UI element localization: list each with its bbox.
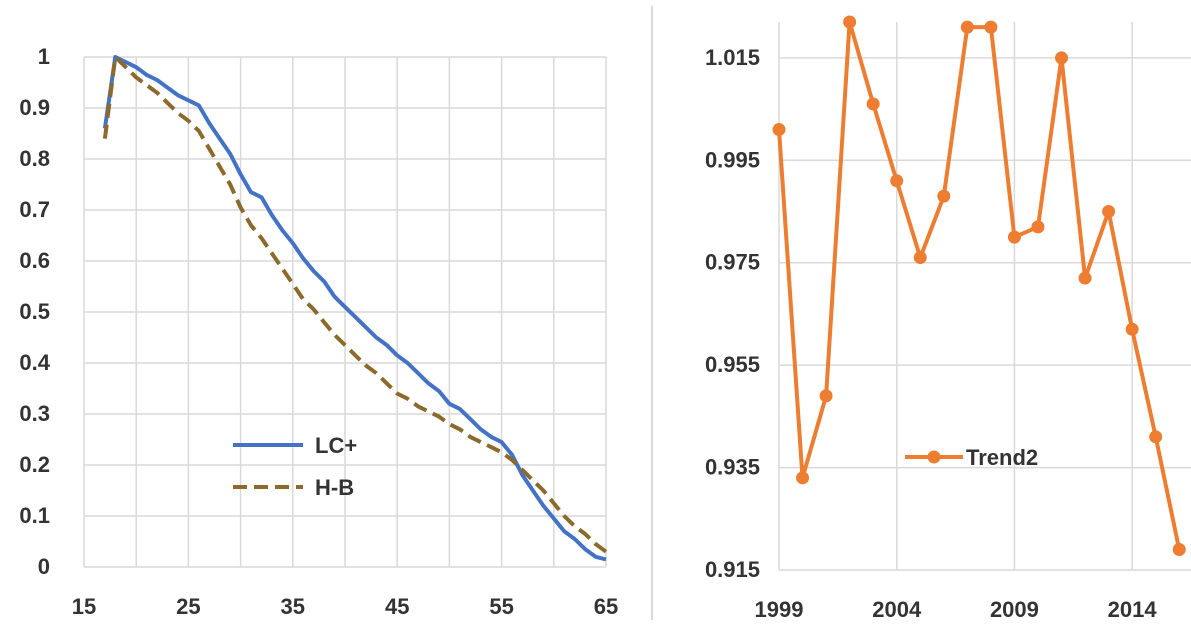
data-point (890, 174, 904, 188)
y-tick-label: 0.995 (705, 147, 760, 172)
y-tick-label: 1 (38, 44, 50, 69)
data-point (913, 251, 927, 265)
data-point (1125, 322, 1139, 336)
x-tick-label: 45 (385, 594, 409, 619)
x-tick-label: 35 (281, 594, 305, 619)
data-point (960, 20, 974, 34)
legend-label: H-B (315, 475, 354, 500)
data-point (1172, 543, 1186, 557)
y-tick-label: 0.915 (705, 557, 760, 582)
y-tick-label: 0.3 (19, 401, 50, 426)
data-point (796, 471, 810, 485)
data-point (819, 389, 833, 403)
data-point (937, 189, 951, 203)
y-tick-label: 1.015 (705, 45, 760, 70)
y-tick-label: 0.975 (705, 250, 760, 275)
x-tick-label: 25 (176, 594, 200, 619)
y-tick-label: 0.6 (19, 248, 50, 273)
y-tick-label: 0.5 (19, 299, 50, 324)
legend-label: LC+ (315, 433, 357, 458)
data-point (984, 20, 998, 34)
y-tick-label: 0 (38, 554, 50, 579)
data-point (1055, 51, 1069, 65)
legend-label: Trend2 (966, 445, 1038, 470)
x-tick-label: 2014 (1108, 597, 1158, 622)
y-tick-label: 0.4 (19, 350, 50, 375)
right-chart: 0.915 0.935 0.955 0.975 0.995 1.015 1999 2004 20… (705, 15, 1191, 622)
data-point (1078, 271, 1092, 285)
data-point (1102, 204, 1116, 218)
y-tick-label: 0.935 (705, 455, 760, 480)
x-tick-label: 15 (72, 594, 96, 619)
data-point (1031, 220, 1045, 234)
y-tick-label: 0.7 (19, 197, 50, 222)
y-tick-label: 0.9 (19, 95, 50, 120)
data-point (1007, 230, 1021, 244)
x-tick-label: 55 (489, 594, 513, 619)
legend-marker (927, 450, 941, 464)
y-tick-label: 0.1 (19, 503, 50, 528)
x-tick-label: 1999 (755, 597, 804, 622)
x-tick-label: 2009 (990, 597, 1039, 622)
y-tick-label: 0.955 (705, 352, 760, 377)
data-point (866, 97, 880, 111)
left-chart: 0 0.1 0.2 0.3 0.4 0.5 0.6 0.7 0.8 0.9 1 15 25 35 45 55 6… (19, 44, 618, 619)
data-point (843, 15, 857, 29)
x-tick-label: 2004 (872, 597, 922, 622)
series-line-h-b (102, 55, 608, 554)
series-line-lc- (102, 55, 607, 562)
x-tick-label: 65 (594, 594, 618, 619)
data-point (1149, 430, 1163, 444)
series-line-trend2 (777, 20, 1182, 550)
data-point (772, 123, 786, 137)
y-tick-label: 0.2 (19, 452, 50, 477)
y-tick-label: 0.8 (19, 146, 50, 171)
